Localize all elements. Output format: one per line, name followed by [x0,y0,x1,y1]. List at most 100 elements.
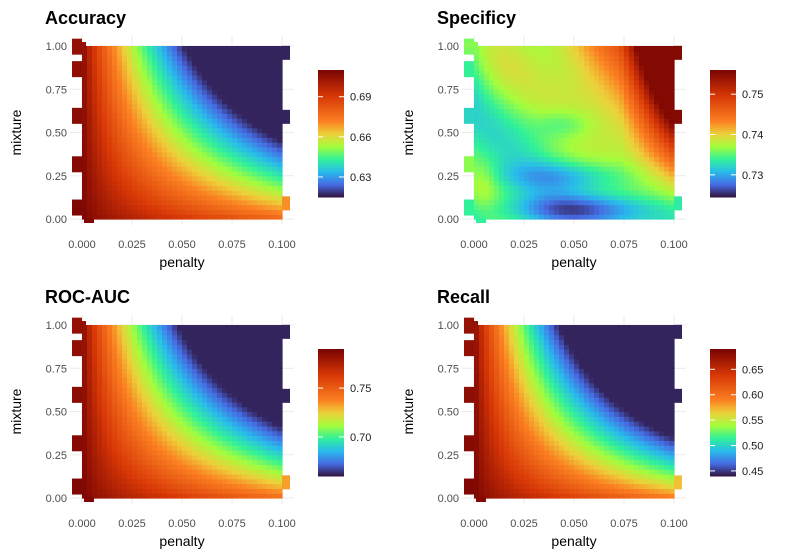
heatmap-cell [142,209,148,215]
heatmap-cell [172,118,178,124]
heatmap-cell [489,79,495,86]
heatmap-cell [177,204,183,210]
heatmap-cell [474,146,480,153]
heatmap-cell [644,79,650,86]
heatmap-cell [202,353,208,360]
heatmap-cell [102,103,108,110]
heatmap-cell [87,132,93,138]
heatmap-cell [227,382,233,389]
heatmap-cell [207,353,213,360]
heatmap-cell [232,373,238,379]
heatmap-cell [217,325,223,331]
heatmap-cell [247,180,253,186]
legend-color-step [318,426,344,429]
heatmap-cell [549,89,555,95]
heatmap-cell [474,175,480,182]
heatmap-cell [87,373,93,379]
heatmap-cell [649,70,655,76]
heatmap-cell [504,411,510,417]
heatmap-cell [217,416,223,422]
heatmap-cell [197,349,203,355]
heatmap-cell [187,199,193,206]
heatmap-cell [509,401,515,408]
heatmap-cell [554,60,560,66]
heatmap-cell [147,89,153,95]
heatmap-cell [649,204,655,210]
heatmap-cell [614,60,620,66]
heatmap-cell [122,98,128,105]
heatmap-cell [182,103,188,110]
heatmap-cell [514,373,520,379]
heatmap-cell [97,387,103,393]
heatmap-cells-specificity [474,46,675,220]
heatmap-cell [157,127,163,134]
heatmap-cell [247,349,253,355]
heatmap-cell [102,339,108,345]
heatmap-cell [172,204,178,210]
heatmap-cell [277,353,283,360]
heatmap-cell [484,50,490,57]
heatmap-cell [514,464,520,470]
heatmap-cell [122,161,128,167]
heatmap-cell [97,142,103,148]
heatmap-cell [654,156,660,162]
heatmap-edge-tab-right [282,324,290,339]
heatmap-cell [197,406,203,413]
heatmap-cell [474,180,480,186]
heatmap-cell [479,151,485,158]
heatmap-cell [479,209,485,215]
heatmap-cell [177,108,183,114]
heatmap-cell [92,440,98,446]
heatmap-cell [257,60,263,66]
heatmap-cell [177,406,183,413]
heatmap-cell [499,194,505,201]
heatmap-cell [504,421,510,427]
heatmap-cell [97,454,103,461]
heatmap-cell [122,65,128,71]
heatmap-cell [247,84,253,90]
heatmap-cell [479,60,485,66]
heatmap-cell [272,459,278,465]
heatmap-cell [499,137,505,143]
heatmap-cell [167,493,173,499]
heatmap-cell [207,79,213,86]
heatmap-cell [267,74,273,81]
heatmap-cell [122,416,128,422]
heatmap-cell [484,469,490,475]
heatmap-cell [519,151,525,158]
heatmap-cell [242,60,248,66]
heatmap-cell [484,406,490,413]
heatmap-cell [232,214,238,220]
heatmap-cell [142,473,148,480]
heatmap-cell [197,194,203,201]
heatmap-cell [222,469,228,475]
heatmap-cell [107,122,113,129]
heatmap-cell [549,94,555,100]
legend-tick-label: 0.75 [350,383,371,395]
heatmap-cell [564,185,570,191]
heatmap-cell [499,151,505,158]
heatmap-cell [504,406,510,413]
heatmap-cell [574,204,580,210]
heatmap-cell [584,55,590,62]
heatmap-cell [122,493,128,499]
heatmap-cell [614,103,620,110]
heatmap-cell [474,108,480,114]
heatmap-cell [247,363,253,369]
heatmap-edge-tabs-roc-auc [72,317,290,502]
heatmap-cell [147,146,153,153]
heatmap-cell [489,387,495,393]
heatmap-cell [97,190,103,196]
heatmap-cell [509,349,515,355]
heatmap-cell [122,204,128,210]
heatmap-cell [212,488,218,494]
heatmap-cell [117,401,123,408]
heatmap-cell [494,103,500,110]
heatmap-cell [262,349,268,355]
heatmap-cell [489,449,495,456]
heatmap-cell [659,214,665,220]
heatmap-cell [614,70,620,76]
heatmap-cell [237,473,243,480]
heatmap-cell [272,74,278,81]
heatmap-cell [102,180,108,186]
